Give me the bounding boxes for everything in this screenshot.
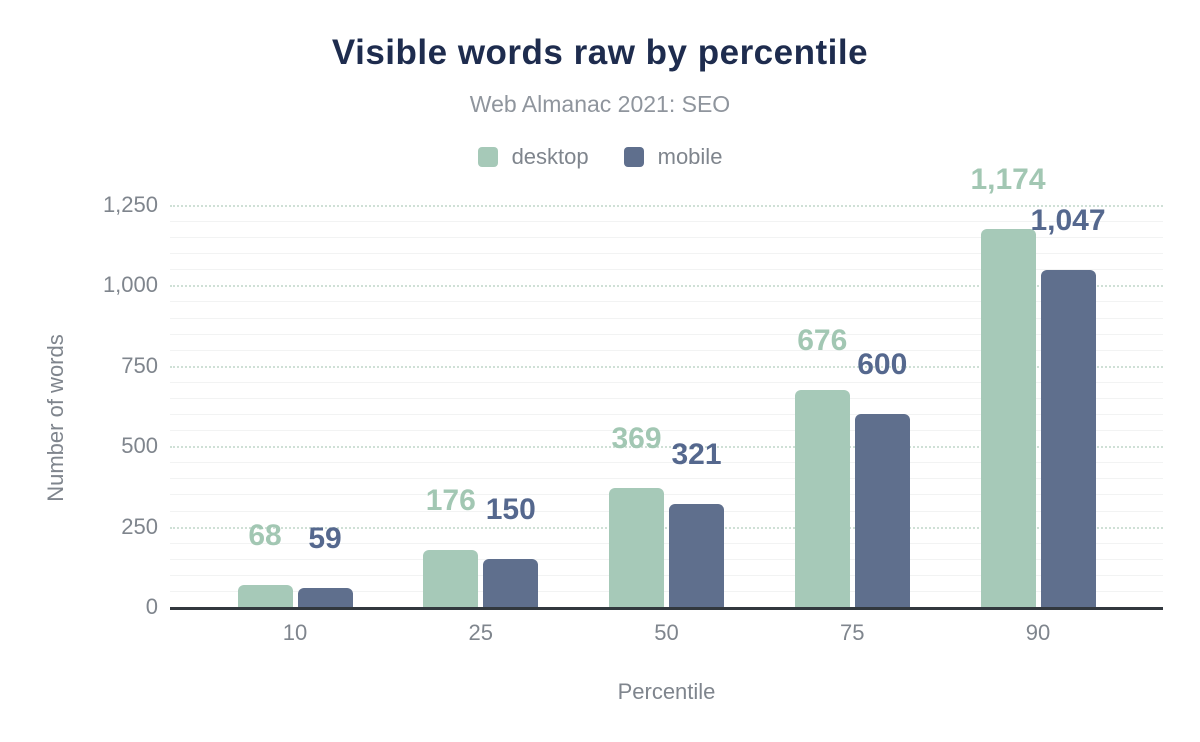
legend-item-desktop[interactable]: desktop bbox=[477, 144, 589, 170]
bar-value-label-desktop-p90: 1,174 bbox=[970, 163, 1046, 197]
grid-line-major bbox=[170, 285, 1163, 288]
x-axis-title: Percentile bbox=[617, 679, 716, 704]
bar-value-label-desktop-p10: 68 bbox=[248, 519, 282, 553]
grid-line-minor bbox=[170, 381, 1163, 383]
bar-value-label-mobile-p75: 600 bbox=[857, 348, 908, 382]
y-tick-label: 250 bbox=[121, 513, 158, 539]
bar-mobile-p50 bbox=[669, 503, 724, 607]
y-tick-label: 1,000 bbox=[102, 272, 158, 298]
bar-value-label-mobile-p50: 321 bbox=[671, 437, 722, 471]
bar-value-label-desktop-p25: 176 bbox=[425, 484, 476, 518]
grid-line-major bbox=[170, 526, 1163, 529]
bar-desktop-p10 bbox=[237, 585, 293, 607]
grid-line-major bbox=[170, 205, 1163, 207]
x-tick-label-10: 10 bbox=[282, 620, 308, 645]
bar-value-label-mobile-p10: 59 bbox=[308, 522, 342, 556]
grid-line-minor bbox=[170, 237, 1163, 239]
legend-swatch-desktop bbox=[477, 147, 498, 167]
y-axis-title: Number of words bbox=[43, 334, 68, 502]
grid-line-minor bbox=[170, 478, 1163, 480]
plot-area: 68 59 176 150 369 321 676 600 1,174 1,047 bbox=[170, 165, 1163, 610]
x-tick-label-50: 50 bbox=[654, 620, 679, 645]
bar-desktop-p25 bbox=[423, 550, 479, 607]
grid-line-minor bbox=[170, 558, 1163, 560]
bar-desktop-p90 bbox=[980, 229, 1036, 607]
bar-mobile-p75 bbox=[854, 414, 910, 607]
bar-desktop-p75 bbox=[794, 389, 850, 607]
y-tick-label: 0 bbox=[145, 594, 158, 619]
chart-title: Visible words raw by percentile bbox=[331, 33, 869, 72]
bar-value-label-mobile-p25: 150 bbox=[485, 492, 536, 526]
grid-line-minor bbox=[170, 430, 1163, 432]
grid-line-minor bbox=[170, 221, 1163, 223]
grid-line-minor bbox=[170, 462, 1163, 464]
x-tick-label-75: 75 bbox=[840, 620, 865, 645]
legend: desktop mobile bbox=[0, 144, 1200, 170]
bar-mobile-p90 bbox=[1040, 270, 1096, 607]
grid-line-major bbox=[170, 446, 1163, 449]
x-axis-line bbox=[170, 607, 1163, 610]
legend-label-mobile: mobile bbox=[657, 144, 723, 169]
grid-line-minor bbox=[170, 574, 1163, 576]
chart-subtitle: Web Almanac 2021: SEO bbox=[469, 91, 731, 117]
grid-line-minor bbox=[170, 301, 1163, 303]
y-tick-label: 500 bbox=[121, 433, 158, 459]
bar-desktop-p50 bbox=[609, 488, 664, 607]
grid-line-minor bbox=[170, 317, 1163, 319]
legend-item-mobile[interactable]: mobile bbox=[623, 144, 723, 170]
x-tick-label-90: 90 bbox=[1025, 620, 1051, 645]
y-tick-label: 1,250 bbox=[102, 192, 158, 217]
grid-line-minor bbox=[170, 349, 1163, 351]
legend-swatch-mobile bbox=[623, 147, 644, 167]
y-tick-label: 750 bbox=[121, 352, 158, 378]
legend-label-desktop: desktop bbox=[511, 144, 589, 169]
grid-line-minor bbox=[170, 397, 1163, 399]
bar-mobile-p25 bbox=[483, 558, 539, 607]
grid-line-minor bbox=[170, 494, 1163, 496]
grid-line-minor bbox=[170, 414, 1163, 416]
bar-value-label-mobile-p90: 1,047 bbox=[1030, 204, 1106, 238]
bar-value-label-desktop-p50: 369 bbox=[611, 422, 662, 456]
grid-line-minor bbox=[170, 510, 1163, 512]
bar-mobile-p10 bbox=[297, 588, 353, 607]
grid-line-minor bbox=[170, 333, 1163, 335]
bar-value-label-desktop-p75: 676 bbox=[797, 323, 848, 357]
grid-line-minor bbox=[170, 590, 1163, 592]
grid-line-minor bbox=[170, 253, 1163, 255]
x-tick-label-25: 25 bbox=[468, 620, 493, 645]
grid-line-minor bbox=[170, 269, 1163, 271]
grid-line-major bbox=[170, 365, 1163, 368]
grid-line-minor bbox=[170, 542, 1163, 544]
